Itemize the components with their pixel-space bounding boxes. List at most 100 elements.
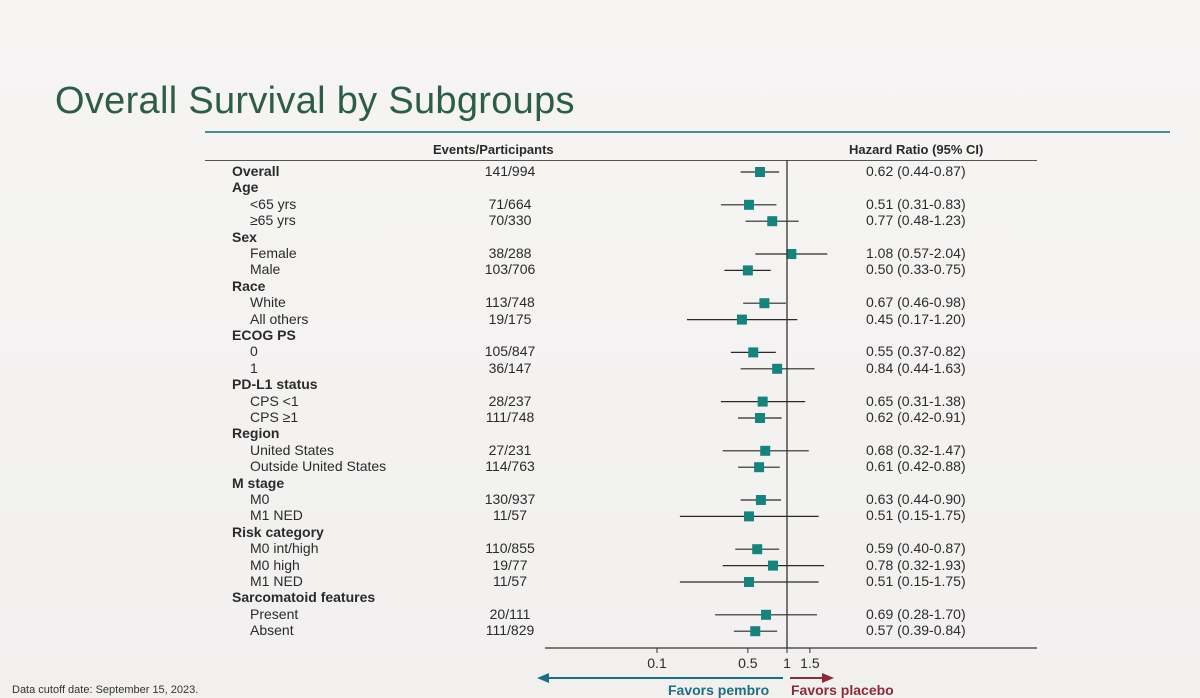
hazard-ratio-ci: 0.69 (0.28-1.70): [866, 605, 966, 622]
hazard-ratio-ci: 0.51 (0.15-1.75): [866, 507, 966, 524]
subgroup-label: Overall: [232, 163, 280, 179]
subgroup-label: Female: [250, 245, 297, 261]
subgroup-label: United States: [250, 441, 335, 458]
hr-point: [757, 396, 768, 407]
events-participants: 19/175: [488, 310, 532, 327]
events-participants: 130/937: [484, 491, 536, 507]
subgroup-label: Absent: [250, 622, 294, 639]
events-column-header: Events/Participants: [433, 142, 554, 157]
events-participants: 20/111: [489, 605, 531, 622]
subgroup-label: White: [250, 294, 286, 311]
events-participants: 113/748: [485, 294, 535, 311]
subgroup-label: 0: [250, 343, 258, 360]
favors-placebo-arrowhead: [822, 673, 834, 683]
events-participants: 141/994: [484, 163, 536, 179]
events-participants: 71/664: [488, 195, 532, 212]
hazard-ratio-ci: 0.55 (0.37-0.82): [866, 343, 966, 360]
hr-point: [761, 609, 772, 620]
header-rule: [205, 160, 1037, 161]
hr-point: [742, 265, 753, 276]
favors-placebo-label: Favors placebo: [791, 682, 894, 698]
hr-point: [760, 445, 771, 456]
hazard-ratio-ci: 0.65 (0.31-1.38): [866, 392, 966, 409]
hr-column-header: Hazard Ratio (95% CI): [849, 142, 984, 157]
x-tick-label: 1.5: [800, 655, 820, 671]
events-participants: 105/847: [484, 343, 536, 360]
subgroup-label: M1 NED: [250, 507, 303, 524]
subgroup-label: CPS ≥1: [250, 409, 299, 425]
hazard-ratio-ci: 0.62 (0.42-0.91): [866, 409, 966, 425]
subgroup-label: Age: [232, 179, 259, 196]
hr-point: [743, 511, 754, 522]
hazard-ratio-ci: 0.63 (0.44-0.90): [866, 491, 966, 507]
subgroup-label: Present: [250, 605, 299, 622]
subgroup-label: Sarcomatoid features: [232, 589, 376, 606]
x-tick-label: 1: [783, 655, 791, 671]
events-participants: 111/748: [485, 409, 535, 425]
subgroup-label: 1: [250, 359, 258, 376]
subgroup-label: M0: [250, 491, 270, 507]
hazard-ratio-ci: 0.51 (0.15-1.75): [866, 573, 966, 589]
events-participants: 27/231: [488, 441, 532, 458]
hazard-ratio-ci: 0.45 (0.17-1.20): [866, 310, 966, 327]
x-tick-label: 0.5: [738, 655, 758, 671]
hazard-ratio-ci: 0.68 (0.32-1.47): [866, 441, 966, 458]
hr-point: [772, 363, 783, 374]
hr-point: [767, 216, 778, 227]
hr-point: [743, 577, 754, 587]
hr-point: [754, 462, 765, 473]
events-participants: 11/57: [493, 507, 527, 524]
hr-point: [752, 544, 763, 555]
events-participants: 110/855: [485, 540, 535, 557]
subgroup-label: Male: [250, 261, 281, 278]
favors-pembro-arrowhead: [537, 673, 549, 683]
subgroup-label: Region: [232, 425, 280, 442]
hr-point: [748, 347, 759, 358]
events-participants: 28/237: [488, 392, 532, 409]
x-tick-label: 0.1: [647, 655, 667, 671]
hazard-ratio-ci: 0.51 (0.31-0.83): [866, 195, 966, 212]
hr-point: [750, 626, 761, 637]
subgroup-label: ≥65 yrs: [250, 212, 296, 229]
hr-point: [786, 249, 797, 259]
subgroup-label: Risk category: [232, 523, 324, 540]
hr-point: [755, 495, 766, 505]
hr-point: [755, 167, 766, 177]
favors-pembro-label: Favors pembro: [668, 682, 770, 698]
subgroup-label: PD-L1 status: [232, 376, 318, 393]
subgroup-label: CPS <1: [250, 392, 299, 409]
events-participants: 70/330: [488, 212, 532, 229]
hr-point: [759, 298, 770, 309]
hr-point: [743, 199, 754, 210]
subgroup-label: M1 NED: [250, 573, 303, 589]
events-participants: 111/829: [485, 622, 535, 639]
hr-point: [736, 314, 747, 325]
subgroup-label: M0 high: [250, 556, 300, 573]
subgroup-label: Race: [232, 277, 266, 294]
events-participants: 114/763: [485, 458, 535, 475]
data-cutoff-note: Data cutoff date: September 15, 2023.: [12, 684, 199, 696]
events-participants: 11/57: [493, 573, 527, 589]
events-participants: 36/147: [488, 359, 532, 376]
hazard-ratio-ci: 0.59 (0.40-0.87): [866, 540, 966, 557]
hazard-ratio-ci: 1.08 (0.57-2.04): [866, 245, 966, 261]
subgroup-label: M0 int/high: [250, 540, 319, 557]
hazard-ratio-ci: 0.57 (0.39-0.84): [866, 622, 966, 639]
hazard-ratio-ci: 0.62 (0.44-0.87): [866, 163, 966, 179]
events-participants: 103/706: [484, 261, 536, 278]
hazard-ratio-ci: 0.84 (0.44-1.63): [866, 359, 966, 376]
hazard-ratio-ci: 0.61 (0.42-0.88): [866, 458, 966, 475]
hazard-ratio-ci: 0.50 (0.33-0.75): [866, 261, 966, 278]
hazard-ratio-ci: 0.67 (0.46-0.98): [866, 294, 966, 311]
hazard-ratio-ci: 0.77 (0.48-1.23): [866, 212, 966, 229]
hazard-ratio-ci: 0.78 (0.32-1.93): [866, 556, 966, 573]
subgroup-label: All others: [250, 310, 309, 327]
subgroup-label: Sex: [232, 228, 257, 245]
slide-title: Overall Survival by Subgroups: [55, 80, 575, 122]
subgroup-label: M stage: [232, 474, 285, 491]
events-participants: 19/77: [492, 556, 528, 573]
subgroup-label: Outside United States: [250, 458, 387, 475]
hr-point: [755, 413, 766, 423]
